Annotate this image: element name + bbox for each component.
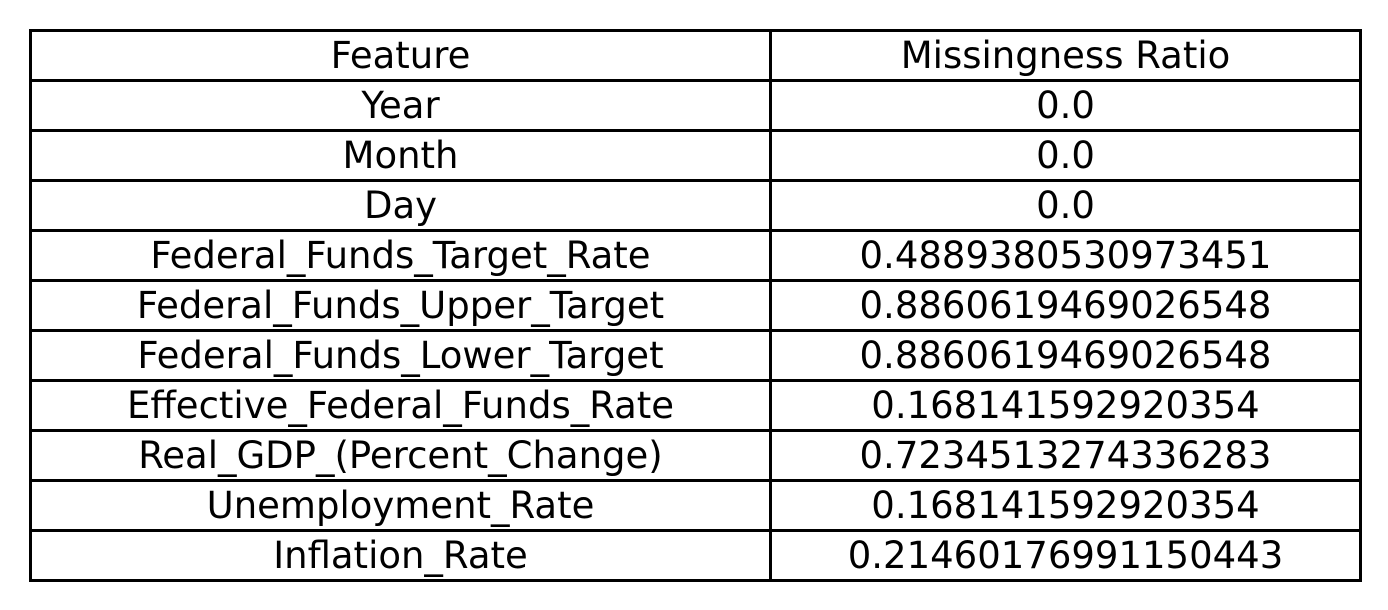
- header-feature: Feature: [29, 29, 772, 82]
- ratio-cell: 0.21460176991150443: [769, 529, 1362, 582]
- table-row: Federal_Funds_Target_Rate 0.4889380530973…: [29, 229, 1362, 282]
- table-body: Feature Missingness Ratio Year 0.0 Month 0.…: [29, 29, 1362, 582]
- ratio-cell: 0.0: [769, 129, 1362, 182]
- table-row: Federal_Funds_Upper_Target 0.886061946902…: [29, 279, 1362, 332]
- header-missingness-ratio: Missingness Ratio: [769, 29, 1362, 82]
- feature-cell: Real_GDP_(Percent_Change): [29, 429, 772, 482]
- ratio-cell: 0.168141592920354: [769, 479, 1362, 532]
- missingness-table-container: Feature Missingness Ratio Year 0.0 Month 0.…: [29, 29, 1362, 582]
- feature-cell: Year: [29, 79, 772, 132]
- feature-cell: Federal_Funds_Target_Rate: [29, 229, 772, 282]
- table-row: Year 0.0: [29, 79, 1362, 132]
- feature-cell: Day: [29, 179, 772, 232]
- feature-cell: Unemployment_Rate: [29, 479, 772, 532]
- feature-cell: Month: [29, 129, 772, 182]
- table-row: Month 0.0: [29, 129, 1362, 182]
- feature-cell: Federal_Funds_Lower_Target: [29, 329, 772, 382]
- feature-cell: Effective_Federal_Funds_Rate: [29, 379, 772, 432]
- ratio-cell: 0.168141592920354: [769, 379, 1362, 432]
- table-row: Effective_Federal_Funds_Rate 0.1681415929…: [29, 379, 1362, 432]
- feature-cell: Federal_Funds_Upper_Target: [29, 279, 772, 332]
- header-row: Feature Missingness Ratio: [29, 29, 1362, 82]
- ratio-cell: 0.8860619469026548: [769, 279, 1362, 332]
- table-row: Unemployment_Rate 0.168141592920354: [29, 479, 1362, 532]
- feature-cell: Inflation_Rate: [29, 529, 772, 582]
- table-row: Real_GDP_(Percent_Change) 0.7234513274336…: [29, 429, 1362, 482]
- ratio-cell: 0.7234513274336283: [769, 429, 1362, 482]
- table-row: Day 0.0: [29, 179, 1362, 232]
- table-row: Federal_Funds_Lower_Target 0.886061946902…: [29, 329, 1362, 382]
- ratio-cell: 0.0: [769, 79, 1362, 132]
- ratio-cell: 0.0: [769, 179, 1362, 232]
- missingness-table: Feature Missingness Ratio Year 0.0 Month 0.…: [29, 29, 1362, 582]
- ratio-cell: 0.8860619469026548: [769, 329, 1362, 382]
- ratio-cell: 0.4889380530973451: [769, 229, 1362, 282]
- table-row: Inflation_Rate 0.21460176991150443: [29, 529, 1362, 582]
